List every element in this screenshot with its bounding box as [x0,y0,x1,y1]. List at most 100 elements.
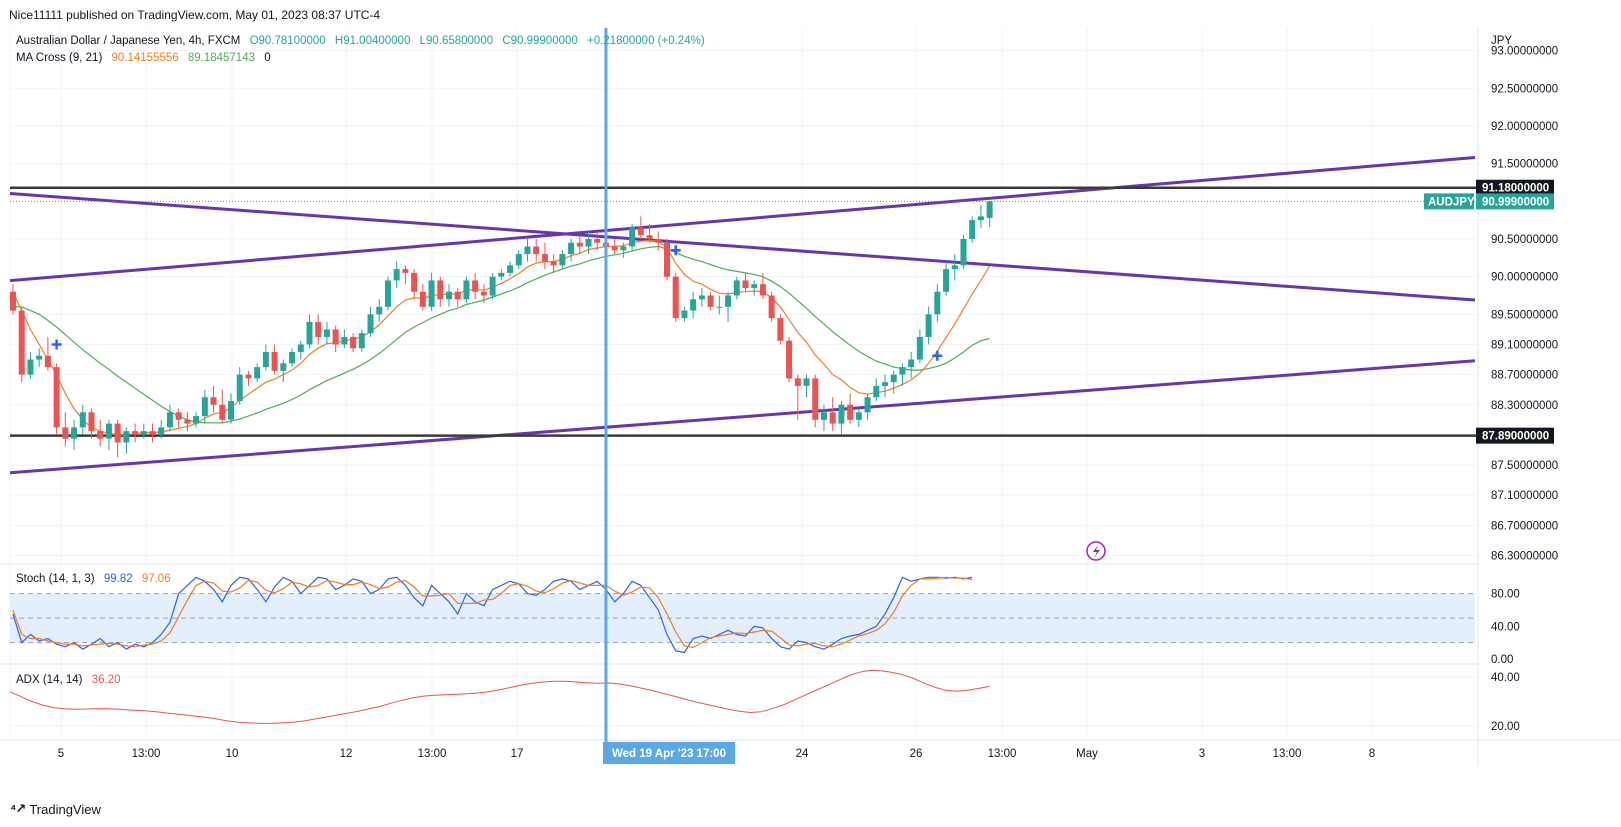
stoch-k-value: 99.82 [103,573,133,585]
stoch-d-value: 97.06 [141,573,171,585]
candle-body [690,299,697,311]
candle-body [280,363,287,371]
candle [472,272,479,300]
candle-body [254,367,261,379]
candle [332,325,339,353]
candle [219,389,226,424]
candle [585,231,592,255]
candle-body [864,397,871,413]
candle [358,329,365,353]
stoch-legend-title: Stoch (14, 1, 3) [16,573,95,585]
candle [698,287,705,307]
candle-body [585,238,592,247]
candle [541,242,548,270]
price-tag [1476,193,1554,210]
stoch-tick-label: 80.00 [1491,589,1520,601]
main-legend: Australian Dollar / Japanese Yen, 4h, FX… [16,35,711,47]
candle-body [515,254,522,266]
candle-body [166,412,173,428]
candle-body [576,242,583,247]
candle-body [786,340,793,379]
tradingview-logo[interactable]: ⁴↗ TradingView [10,801,101,817]
candle-body [358,333,365,349]
time-tick-label: 13:00 [1273,748,1302,760]
price-tick-label: 88.30000000 [1491,400,1558,412]
candle-body [262,352,269,368]
candle-body [716,306,723,308]
candle-body [541,254,548,262]
candle-body [71,427,78,439]
candle [576,235,583,255]
candle [480,284,487,304]
candle-body [838,404,845,424]
candle [864,393,871,420]
candle-body [463,280,470,300]
price-tick-label: 92.00000000 [1491,121,1558,133]
candle [62,412,69,447]
ma-cross-marker [932,350,943,361]
candle-body [620,246,627,251]
candle-body [411,272,418,292]
candle [411,269,418,300]
candle-body [524,246,531,255]
symbol-tag [1424,193,1474,210]
ma-cross-marker [670,245,681,256]
candle [908,352,915,379]
candle [751,280,758,296]
candle [315,314,322,345]
ma-fast-value: 90.14155556 [111,52,179,64]
candle [646,223,653,243]
candle [951,254,958,281]
candle-body [890,374,897,383]
candle [550,254,557,273]
price-tick-label: 90.50000000 [1491,234,1558,246]
candle-body [698,295,705,300]
candle [350,333,357,353]
adx-legend: ADX (14, 14) 36.20 [16,674,126,686]
candle [306,314,313,349]
candle [210,385,217,413]
adx-line [9,669,990,724]
candle-body [794,378,801,386]
candle-body [446,291,452,300]
candle [236,367,243,405]
candle-body [637,227,644,236]
candle-body [829,412,836,424]
candle-body [193,416,200,424]
candle-body [507,265,514,273]
stoch-tick-label: 0.00 [1491,654,1513,666]
candle-body [149,431,156,435]
candle-body [323,329,330,337]
candle-body [925,314,932,337]
candle-body [402,269,409,273]
candle-body [594,238,601,243]
adx-line [9,669,990,724]
candle-body [384,280,391,307]
candle-body [376,306,383,315]
candle-body [341,336,348,345]
stoch-legend: Stoch (14, 1, 3) 99.82 97.06 [16,573,177,585]
candle-body [367,314,374,334]
time-tick-label: 13:00 [132,748,161,760]
candle [794,374,801,420]
candle-body [550,261,557,266]
crosshair-time-tag [603,742,735,764]
candle [53,363,60,435]
candle-body [472,280,479,292]
candle [786,336,793,383]
candle [629,223,636,251]
candle-body [88,412,95,432]
candle-body [27,359,34,375]
candle-body [725,295,732,307]
candle-body [175,412,182,420]
candle [184,412,191,432]
candle-body [533,246,540,255]
candle-body [210,397,217,405]
economic-event-icon [1086,541,1106,561]
candle [655,231,662,251]
candle [402,265,409,285]
level-tag [1476,179,1554,196]
axes: 93.00000000 92.50000000 92.00000000 91.5000… [58,35,1558,760]
candle [498,269,505,281]
